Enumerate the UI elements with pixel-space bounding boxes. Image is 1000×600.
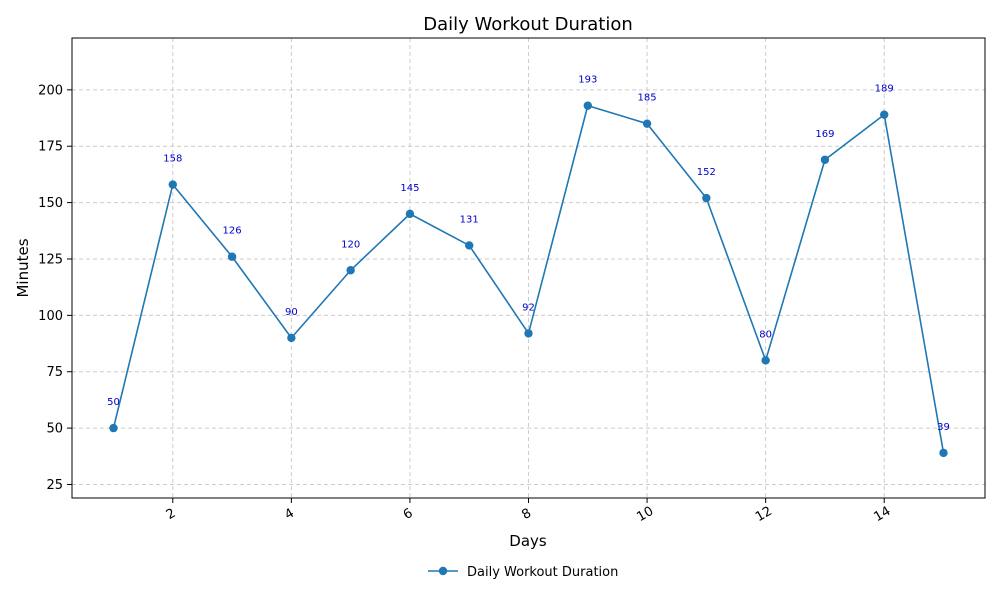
- legend-point-marker: [438, 566, 448, 576]
- y-tick-label: 175: [38, 140, 63, 155]
- data-label: 80: [759, 329, 772, 340]
- data-point: [346, 266, 355, 275]
- data-labels: 50 158 126 90 120 145 131 92 193 185 152 80 169 189 39: [107, 75, 950, 433]
- plot-frame: [71, 37, 986, 499]
- data-point: [405, 209, 415, 219]
- data-point: [939, 448, 948, 458]
- y-tick-label: 75: [46, 365, 63, 380]
- data-point: [761, 356, 770, 365]
- data-point: [168, 180, 177, 189]
- legend-label: Daily Workout Duration: [467, 565, 618, 580]
- data-point: [880, 110, 889, 119]
- x-axis-label: Days: [509, 532, 547, 550]
- data-label: 158: [163, 154, 182, 165]
- data-point: [524, 329, 533, 338]
- data-point: [702, 193, 711, 203]
- data-point: [642, 119, 652, 128]
- data-label: 189: [875, 84, 894, 95]
- data-point: [465, 241, 474, 250]
- data-point: [820, 155, 830, 164]
- data-label: 169: [815, 129, 834, 140]
- data-label: 39: [937, 422, 950, 433]
- y-tick-label: 125: [38, 252, 63, 267]
- data-label: 131: [460, 214, 479, 225]
- data-label: 185: [638, 93, 657, 104]
- series: [109, 101, 948, 458]
- data-label: 92: [522, 302, 535, 313]
- y-tick-label: 100: [38, 309, 63, 324]
- x-tick-label: 12: [753, 504, 775, 525]
- data-label: 145: [400, 183, 419, 194]
- data-label: 152: [697, 167, 716, 178]
- data-label: 50: [107, 397, 120, 408]
- data-point: [287, 333, 296, 343]
- legend: Daily Workout Duration: [428, 565, 618, 580]
- data-point: [109, 423, 118, 433]
- grid: [72, 38, 985, 498]
- y-tick-label: 50: [46, 422, 63, 437]
- x-tick-label: 14: [872, 504, 894, 525]
- y-tick-label: 25: [46, 478, 63, 493]
- data-label: 126: [223, 226, 242, 237]
- data-point: [227, 252, 237, 261]
- y-axis-label: Minutes: [14, 238, 32, 297]
- data-label: 120: [341, 239, 360, 250]
- x-tick-label: 10: [634, 504, 656, 525]
- y-tick-label: 150: [38, 196, 63, 211]
- data-label: 90: [285, 307, 298, 318]
- y-tick-label: 200: [38, 83, 63, 98]
- chart-title: Daily Workout Duration: [423, 14, 633, 35]
- data-label: 193: [578, 75, 597, 86]
- data-point: [583, 101, 592, 110]
